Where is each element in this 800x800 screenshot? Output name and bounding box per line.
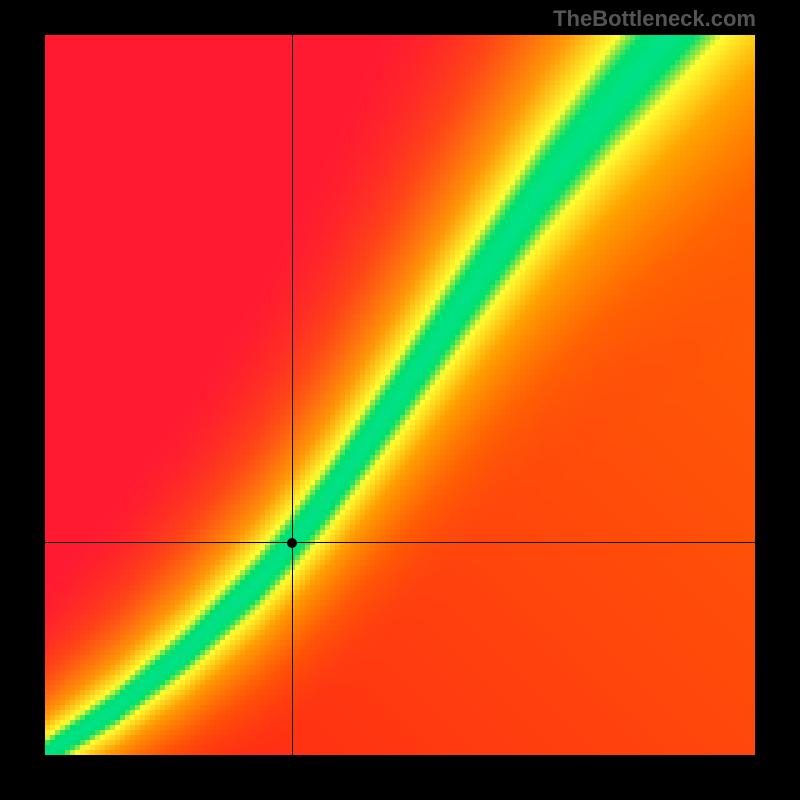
crosshair-vertical — [292, 35, 293, 755]
bottleneck-heatmap — [45, 35, 755, 755]
crosshair-marker — [287, 538, 297, 548]
watermark-text: TheBottleneck.com — [553, 6, 756, 32]
crosshair-horizontal — [45, 542, 755, 543]
